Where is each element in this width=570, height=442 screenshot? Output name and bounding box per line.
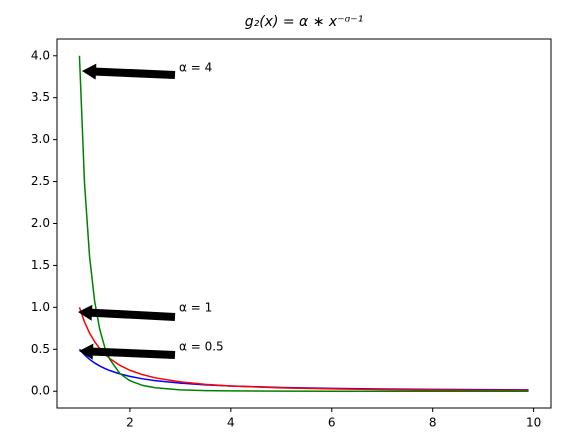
y-tick-label: 3.0 (31, 132, 50, 146)
data-line (78, 307, 529, 392)
y-tick-label: 2.0 (31, 216, 50, 230)
annotation: α = 0.5 (179, 340, 224, 354)
y-tick-label: 3.5 (31, 90, 50, 104)
y-tick-label: 1.0 (31, 300, 50, 314)
x-tick-label: 8 (429, 416, 437, 430)
x-tick-label: 4 (227, 416, 235, 430)
annotation-arrow (79, 343, 176, 360)
x-tick-label: 10 (526, 416, 541, 430)
y-tick-label: 4.0 (31, 48, 50, 62)
annotation-arrow (78, 304, 176, 321)
chart-title: g₂(x) = α ∗ x⁻ᵅ⁻¹ (245, 14, 364, 30)
y-tick-label: 2.5 (31, 174, 50, 188)
y-tick-label: 1.5 (31, 258, 50, 272)
x-tick-label: 6 (328, 416, 336, 430)
y-tick-label: 0.5 (31, 342, 50, 356)
data-line (78, 55, 529, 392)
annotation: α = 4 (179, 61, 212, 75)
annotation-arrow (82, 63, 176, 80)
annotation: α = 1 (179, 301, 212, 315)
plot-frame (56, 38, 552, 409)
x-tick-label: 2 (126, 416, 134, 430)
y-tick-label: 0.0 (31, 384, 50, 398)
